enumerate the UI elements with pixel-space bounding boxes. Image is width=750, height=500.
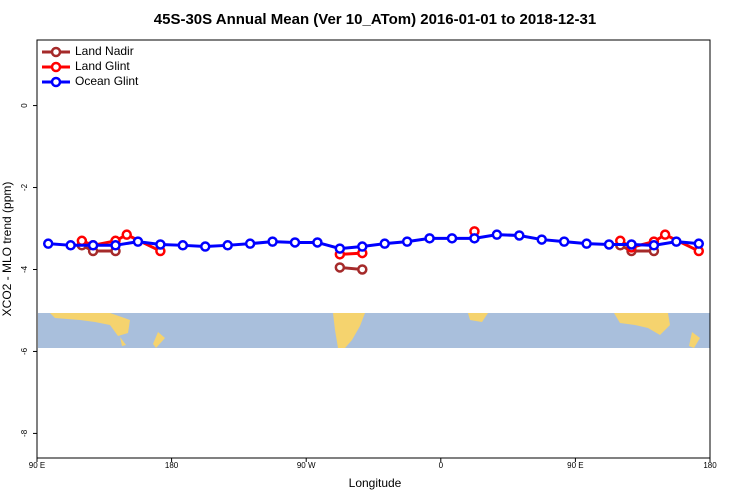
data-point — [671, 236, 682, 247]
y-tick-label: -6 — [20, 347, 29, 355]
x-tick-label: 180 — [703, 461, 717, 470]
data-point — [110, 240, 121, 251]
data-point — [469, 233, 480, 244]
data-point — [491, 229, 503, 240]
data-point — [132, 236, 144, 247]
data-point — [334, 243, 346, 254]
legend-label: Ocean Glint — [75, 74, 139, 88]
data-point — [200, 241, 211, 252]
x-tick-label: 90 E — [29, 461, 45, 470]
data-point — [244, 238, 256, 249]
data-point — [87, 240, 99, 251]
y-axis-label: XCO2 - MLO trend (ppm) — [0, 182, 14, 317]
data-point — [289, 237, 301, 248]
data-point — [514, 230, 525, 241]
y-tick-label: -4 — [20, 265, 29, 273]
x-axis-label: Longitude — [349, 476, 402, 490]
plot-frame — [36, 39, 711, 459]
data-point — [659, 229, 671, 240]
y-tick-label: -2 — [20, 183, 29, 191]
data-point — [357, 241, 368, 252]
series-line — [48, 233, 699, 251]
data-point — [401, 236, 413, 247]
data-point — [334, 262, 346, 273]
data-point — [121, 229, 132, 240]
data-point — [357, 264, 368, 275]
map-strip — [38, 313, 710, 348]
data-point — [536, 234, 547, 245]
x-tick-label: 180 — [165, 461, 179, 470]
x-tick-label: 90 E — [567, 461, 583, 470]
data-point — [693, 238, 705, 249]
chart-title: 45S-30S Annual Mean (Ver 10_ATom) 2016-0… — [154, 11, 596, 28]
data-point — [76, 235, 88, 247]
data-point — [558, 236, 570, 247]
x-tick-label: 90 W — [297, 461, 316, 470]
data-point — [648, 240, 660, 251]
data-point — [581, 238, 592, 249]
y-tick-label: 0 — [20, 103, 29, 108]
data-point — [312, 237, 323, 248]
data-point — [155, 239, 166, 250]
data-point — [65, 240, 76, 251]
x-tick-label: 0 — [439, 461, 444, 470]
legend-marker — [50, 61, 62, 73]
data-point — [379, 238, 390, 249]
legend-label: Land Nadir — [75, 44, 134, 58]
data-point — [177, 240, 189, 251]
legend-marker — [50, 46, 62, 58]
legend-label: Land Glint — [75, 59, 130, 73]
data-point — [424, 233, 435, 244]
data-point — [222, 240, 233, 251]
legend-marker — [50, 76, 62, 88]
data-point — [603, 239, 615, 250]
data-point — [42, 238, 54, 249]
data-point — [626, 239, 637, 250]
data-point — [267, 236, 278, 247]
data-point — [446, 233, 458, 244]
y-tick-label: -8 — [20, 429, 29, 437]
